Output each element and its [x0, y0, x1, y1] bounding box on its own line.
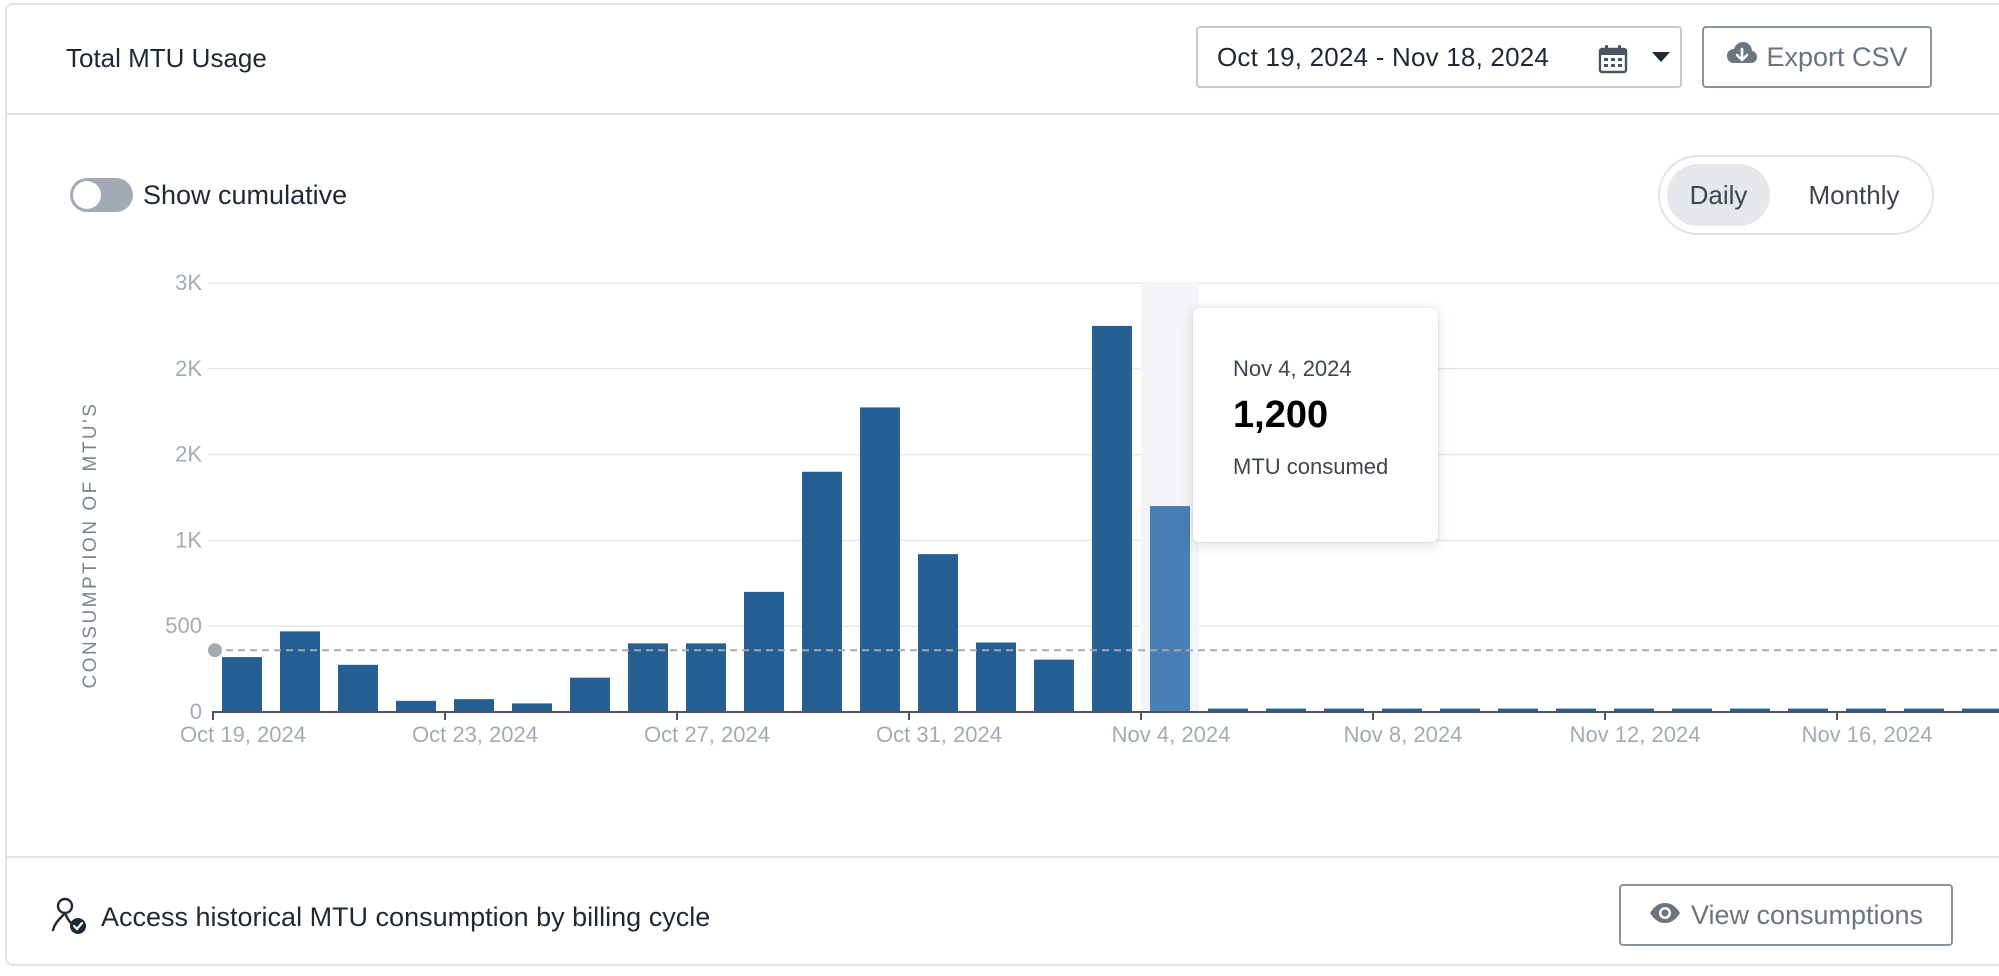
bar-nov-14[interactable] — [1730, 708, 1770, 712]
bar-nov-12[interactable] — [1614, 708, 1654, 712]
cloud-download-icon — [1726, 41, 1758, 74]
bar-nov-17[interactable] — [1904, 708, 1944, 712]
bar-nov-16[interactable] — [1846, 708, 1886, 712]
bar-oct-22[interactable] — [396, 700, 436, 712]
bar-oct-23[interactable] — [454, 699, 494, 712]
x-tick-label: Oct 19, 2024 — [180, 722, 306, 747]
average-line-marker — [208, 643, 222, 658]
eye-icon — [1649, 900, 1681, 931]
average-line-group — [208, 643, 1999, 658]
date-range-value: Oct 19, 2024 - Nov 18, 2024 — [1217, 41, 1550, 72]
bar-nov-9[interactable] — [1440, 708, 1480, 712]
cumulative-toggle[interactable] — [70, 178, 133, 212]
y-tick-label: 0 — [190, 699, 202, 724]
card-title: Total MTU Usage — [66, 43, 267, 73]
bar-nov-8[interactable] — [1382, 708, 1422, 712]
mtu-bar-chart: 0 500 1K 2K 2K 3K Oct 19, 2024 Oct 23, 2024 Oct … — [80, 270, 1999, 747]
bar-nov-6[interactable] — [1266, 708, 1306, 712]
y-axis-title: CONSUMPTION OF MTU'S — [80, 402, 101, 689]
bar-nov-13[interactable] — [1672, 708, 1712, 712]
chart-axes: 0 500 1K 2K 2K 3K Oct 19, 2024 Oct 23, 2024 Oct … — [165, 270, 1999, 747]
y-tick-label: 2K — [175, 356, 202, 381]
bar-oct-27[interactable] — [686, 643, 726, 712]
bar-oct-20[interactable] — [280, 631, 320, 712]
bar-oct-21[interactable] — [338, 664, 378, 712]
view-consumptions-button[interactable]: View consumptions — [1619, 884, 1953, 946]
view-switch: Daily Monthly — [1658, 155, 1934, 235]
bar-nov-4[interactable] — [1150, 506, 1190, 712]
tooltip-date: Nov 4, 2024 — [1233, 356, 1352, 381]
bar-oct-24[interactable] — [512, 703, 552, 712]
bar-nov-15[interactable] — [1788, 708, 1828, 712]
bar-nov-18[interactable] — [1962, 708, 1999, 712]
export-csv-button[interactable]: Export CSV — [1702, 26, 1932, 88]
y-tick-label: 3K — [175, 270, 202, 295]
x-tick-label: Nov 4, 2024 — [1112, 722, 1231, 747]
x-tick-label: Oct 31, 2024 — [876, 722, 1002, 747]
bar-oct-28[interactable] — [744, 591, 784, 712]
bar-oct-19[interactable] — [222, 657, 262, 712]
mtu-usage-card: Total MTU Usage Oct 19, 2024 - Nov 18, 2… — [5, 3, 1999, 966]
bar-nov-5[interactable] — [1208, 708, 1248, 712]
y-tick-label: 500 — [165, 613, 202, 638]
bar-nov-3[interactable] — [1092, 325, 1132, 712]
card-header: Total MTU Usage Oct 19, 2024 - Nov 18, 2… — [7, 5, 1999, 115]
date-range-picker[interactable]: Oct 19, 2024 - Nov 18, 2024 — [1196, 26, 1682, 88]
x-tick-label: Oct 23, 2024 — [412, 722, 538, 747]
bar-oct-31[interactable] — [918, 554, 958, 712]
footer-text: Access historical MTU consumption by bil… — [101, 902, 711, 932]
toggle-knob — [73, 181, 101, 209]
bar-nov-11[interactable] — [1556, 708, 1596, 712]
bar-oct-25[interactable] — [570, 677, 610, 712]
bar-oct-30[interactable] — [860, 407, 900, 712]
chart-tooltip: Nov 4, 2024 1,200 MTU consumed — [1193, 308, 1438, 542]
view-monthly-button[interactable]: Monthly — [1808, 179, 1900, 210]
chart-bars — [222, 325, 1999, 712]
view-consumptions-label: View consumptions — [1690, 899, 1924, 930]
export-csv-label: Export CSV — [1766, 41, 1908, 72]
bar-nov-7[interactable] — [1324, 708, 1364, 712]
bar-oct-26[interactable] — [628, 643, 668, 712]
x-tick-label: Oct 27, 2024 — [644, 722, 770, 747]
cumulative-label: Show cumulative — [143, 180, 348, 210]
x-tick-label: Nov 8, 2024 — [1344, 722, 1463, 747]
view-daily-button[interactable]: Daily — [1667, 164, 1770, 226]
x-tick-label: Nov 12, 2024 — [1570, 722, 1701, 747]
tooltip-value: 1,200 — [1233, 394, 1329, 436]
x-tick-label: Nov 16, 2024 — [1802, 722, 1933, 747]
bar-nov-2[interactable] — [1034, 659, 1074, 712]
caret-down-icon — [1651, 50, 1671, 69]
bar-oct-29[interactable] — [802, 471, 842, 712]
card-footer: Access historical MTU consumption by bil… — [7, 856, 1999, 968]
y-tick-label: 1K — [175, 527, 202, 552]
bar-nov-10[interactable] — [1498, 708, 1538, 712]
y-tick-label: 2K — [175, 442, 202, 467]
tooltip-unit: MTU consumed — [1233, 454, 1389, 479]
calendar-icon — [1598, 44, 1628, 79]
user-check-icon — [49, 896, 89, 941]
bar-nov-1[interactable] — [976, 642, 1016, 712]
